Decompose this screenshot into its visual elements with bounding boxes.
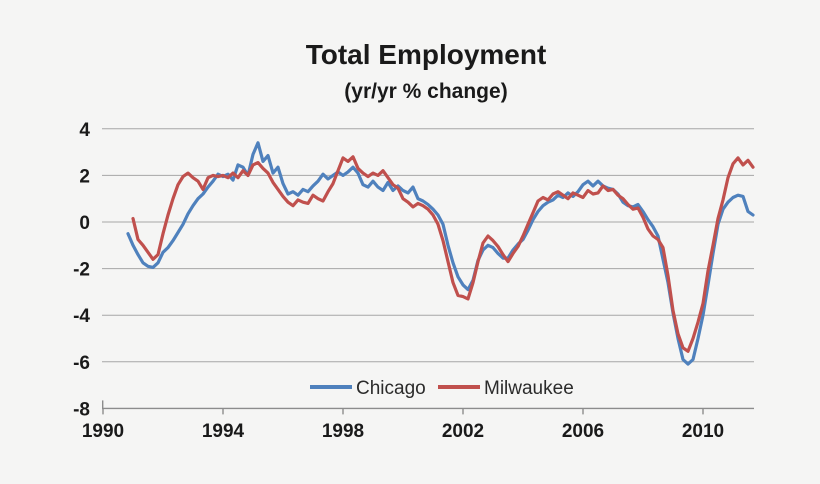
y-tick-label: -2 — [73, 260, 90, 281]
x-tick-label: 1994 — [202, 421, 245, 442]
milwaukee-legend-label: Milwaukee — [484, 378, 574, 399]
x-tick-label: 2010 — [682, 421, 724, 442]
y-tick-label: 4 — [79, 120, 90, 141]
x-tick-label: 1990 — [82, 421, 124, 442]
milwaukee-line — [131, 155, 755, 353]
chart-title: Total Employment — [306, 39, 547, 70]
axis-layer — [101, 400, 754, 415]
x-tick-label: 1998 — [322, 421, 364, 442]
legend-item-chicago: Chicago — [310, 378, 426, 399]
legend: Chicago Milwaukee — [310, 378, 574, 399]
y-tick-label: 0 — [79, 213, 90, 234]
y-tick-label: -4 — [73, 306, 90, 327]
x-tick-label: 2002 — [442, 421, 484, 442]
y-tick-label: -6 — [73, 353, 90, 374]
y-tick-label: -8 — [73, 399, 90, 420]
series-layer — [126, 141, 755, 366]
legend-item-milwaukee: Milwaukee — [438, 378, 574, 399]
chicago-legend-label: Chicago — [356, 378, 426, 399]
chart-subtitle: (yr/yr % change) — [344, 80, 507, 103]
chicago-line — [126, 141, 755, 366]
x-tick-label: 2006 — [562, 421, 604, 442]
y-tick-label: 2 — [79, 166, 90, 187]
